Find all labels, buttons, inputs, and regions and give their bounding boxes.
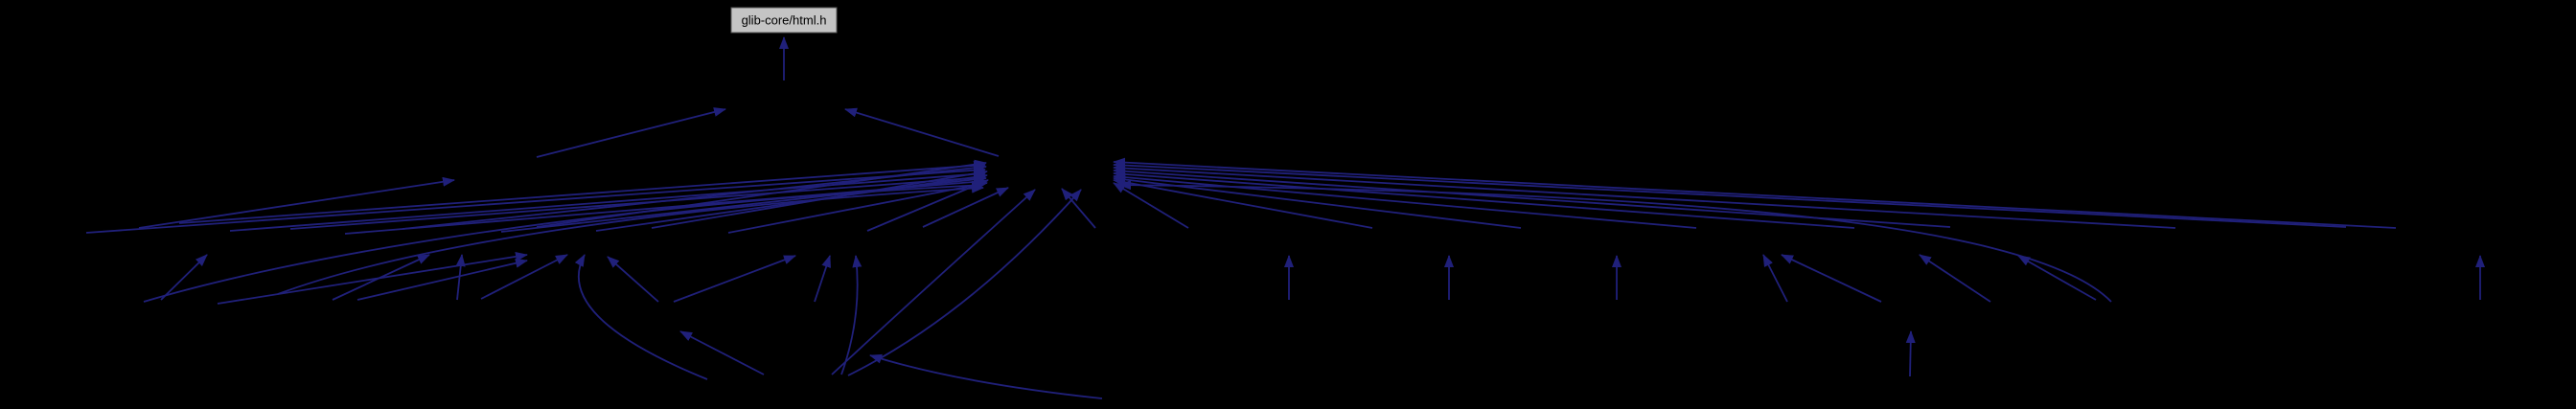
graph-edge bbox=[847, 189, 1082, 376]
graph-edge bbox=[1919, 254, 1991, 303]
graph-edge bbox=[217, 251, 528, 305]
root-node: glib-core/html.h bbox=[730, 7, 838, 34]
graph-edge bbox=[356, 258, 528, 301]
graph-edge bbox=[1113, 157, 2397, 229]
graph-edge bbox=[2017, 255, 2097, 301]
graph-edge bbox=[536, 107, 726, 158]
graph-edge bbox=[869, 353, 1103, 399]
graph-edge bbox=[455, 254, 466, 301]
graph-edge bbox=[840, 255, 862, 375]
graph-edge bbox=[536, 159, 987, 228]
graph-edge bbox=[831, 189, 1036, 375]
graph-edge bbox=[1113, 177, 1373, 229]
graph-edge bbox=[1113, 172, 1697, 229]
graph-edge bbox=[574, 254, 708, 380]
graph-edge bbox=[1762, 254, 1788, 303]
graph-edge bbox=[85, 165, 986, 234]
graph-edge bbox=[1061, 188, 1096, 229]
graph-edge bbox=[679, 330, 765, 375]
graph-edge bbox=[143, 180, 984, 303]
graph-edge bbox=[595, 171, 988, 232]
graph-edge bbox=[673, 255, 796, 303]
graph-edge bbox=[1113, 182, 1189, 229]
graph-edge bbox=[1113, 169, 1855, 229]
graph-edge bbox=[1781, 254, 1882, 303]
graph-edge bbox=[727, 180, 988, 234]
graph-edge bbox=[922, 187, 1009, 228]
root-node-label: glib-core/html.h bbox=[742, 13, 827, 28]
graph-edge bbox=[1113, 160, 2347, 228]
graph-edge bbox=[844, 107, 1000, 157]
root-node-box bbox=[730, 7, 838, 34]
graph-edges bbox=[85, 36, 2485, 399]
graph-edge bbox=[138, 176, 455, 229]
graph-edge bbox=[160, 254, 208, 301]
graph-edge bbox=[277, 183, 984, 295]
graph-edge bbox=[1113, 163, 2176, 229]
graph-edge bbox=[1118, 180, 2112, 303]
graph-edge bbox=[480, 254, 568, 300]
graph-edge bbox=[178, 160, 986, 224]
graph-edge bbox=[814, 255, 831, 303]
graph-edge bbox=[229, 169, 986, 232]
graph-edge bbox=[607, 256, 659, 303]
graph-edge bbox=[1905, 330, 1916, 377]
